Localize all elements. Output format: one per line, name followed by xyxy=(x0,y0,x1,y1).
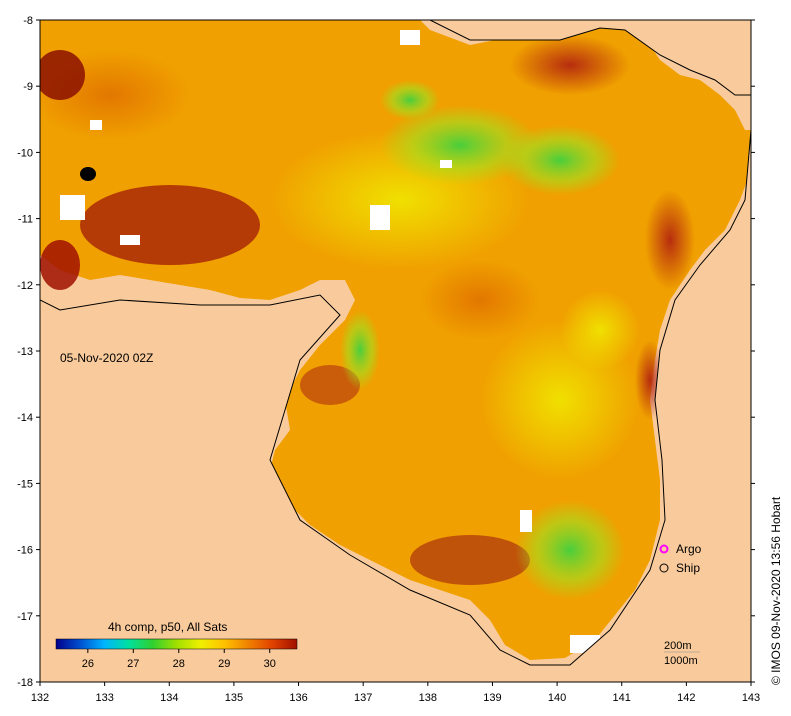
y-axis: -8 -9 -10 -11 -12 -13 -14 -15 -16 -17 -18 xyxy=(17,15,755,689)
y-tick-label: -11 xyxy=(18,214,33,226)
land-north xyxy=(430,20,751,95)
land-east xyxy=(40,130,751,682)
cool-patch xyxy=(560,290,640,370)
y-tick-label: -18 xyxy=(17,677,33,689)
coastline xyxy=(429,20,751,96)
contour-legend: 200m 1000m xyxy=(664,640,700,667)
legend-label-argo: Argo xyxy=(676,542,702,556)
colorbar-title: 4h comp, p50, All Sats xyxy=(108,620,227,634)
x-tick-label: 138 xyxy=(419,692,437,704)
contour-200-label: 200m xyxy=(664,640,692,652)
y-tick-label: -9 xyxy=(23,81,33,93)
legend-label-ship: Ship xyxy=(676,561,700,575)
cloud-gap xyxy=(400,30,420,45)
cloud-gap xyxy=(520,510,532,532)
cloud-gap xyxy=(120,235,140,245)
colorbar-tick-label: 26 xyxy=(82,658,94,670)
colorbar-tick-label: 29 xyxy=(218,658,230,670)
cloud-gap xyxy=(440,160,452,168)
cloud-gap xyxy=(60,195,85,220)
credit-text: © IMOS 09-Nov-2020 13:56 Hobart xyxy=(769,496,783,685)
x-axis: 132 133 134 135 136 137 138 139 140 141 142 143 xyxy=(31,682,760,704)
y-tick-label: -10 xyxy=(17,147,33,159)
y-tick-label: -13 xyxy=(17,346,33,358)
x-tick-label: 137 xyxy=(354,692,372,704)
x-tick-label: 139 xyxy=(483,692,501,704)
argo-marker-icon xyxy=(659,544,669,554)
cool-patch xyxy=(380,105,540,185)
cloud-gap xyxy=(80,167,96,181)
cloud-gap xyxy=(90,120,102,130)
y-tick-label: -12 xyxy=(17,280,33,292)
x-tick-label: 135 xyxy=(225,692,243,704)
warm-patch xyxy=(410,535,530,585)
y-tick-label: -14 xyxy=(17,412,33,424)
warm-patch xyxy=(510,35,630,95)
warm-patch xyxy=(40,240,80,290)
x-tick-label: 132 xyxy=(31,692,49,704)
x-tick-label: 133 xyxy=(95,692,113,704)
colorbar-tick-label: 27 xyxy=(127,658,139,670)
x-tick-label: 136 xyxy=(289,692,307,704)
date-label: 05-Nov-2020 02Z xyxy=(60,351,153,365)
warm-patch xyxy=(645,190,695,290)
x-tick-label: 140 xyxy=(548,692,566,704)
colorbar-tick-label: 30 xyxy=(264,658,276,670)
ship-marker-icon xyxy=(659,563,669,573)
x-tick-label: 141 xyxy=(613,692,631,704)
cloud-gap xyxy=(370,205,390,230)
x-tick-label: 134 xyxy=(160,692,178,704)
colorbar-ticks: 26 27 28 29 30 xyxy=(82,649,276,670)
y-tick-label: -8 xyxy=(23,15,33,27)
colorbar-gradient xyxy=(55,638,298,650)
cool-patch xyxy=(500,125,620,195)
warm-patch xyxy=(80,185,260,265)
cool-patch xyxy=(515,500,625,600)
warm-patch xyxy=(40,50,85,100)
contour-1000-label: 1000m xyxy=(664,655,698,667)
cool-patch xyxy=(380,80,440,120)
x-tick-label: 143 xyxy=(742,692,760,704)
marker-legend: Argo Ship xyxy=(659,542,702,575)
cool-patch xyxy=(340,310,380,390)
sst-field xyxy=(40,20,751,660)
y-tick-label: -17 xyxy=(17,611,33,623)
coastline xyxy=(40,129,751,666)
warm-patch xyxy=(420,260,540,340)
y-tick-label: -15 xyxy=(17,478,33,490)
colorbar-tick-label: 28 xyxy=(173,658,185,670)
y-tick-label: -16 xyxy=(17,545,33,557)
colorbar: 4h comp, p50, All Sats 26 27 28 29 30 xyxy=(55,620,298,670)
x-tick-label: 142 xyxy=(677,692,695,704)
